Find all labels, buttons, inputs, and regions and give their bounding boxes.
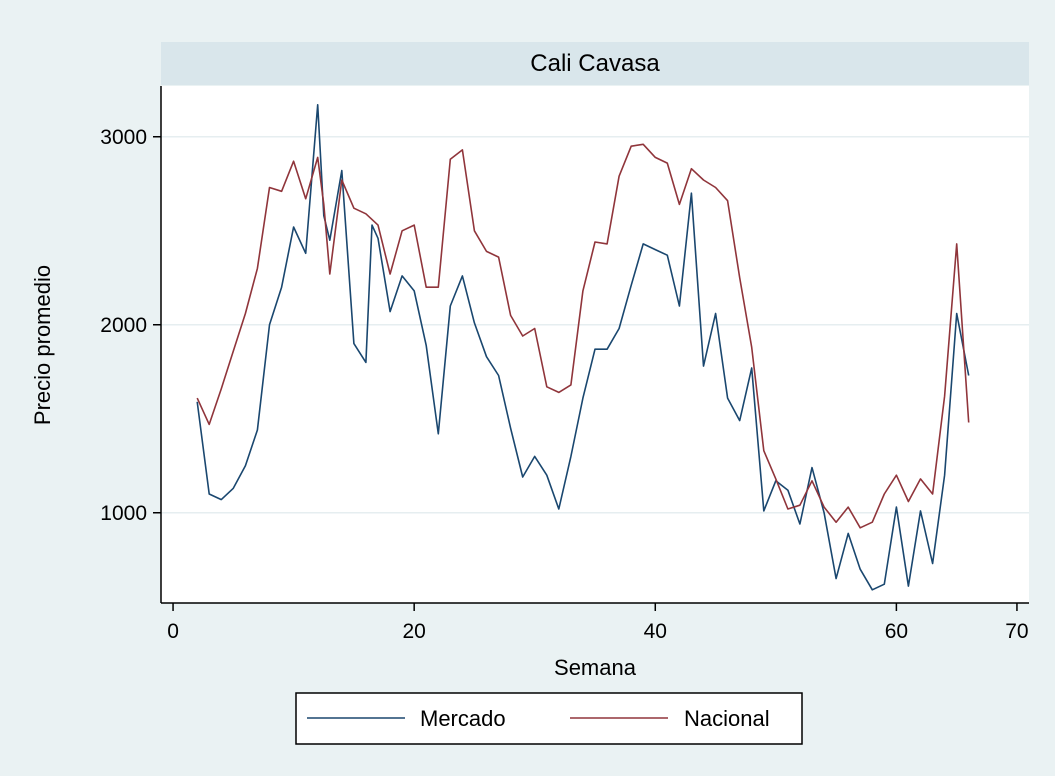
x-tick-label-0: 0 bbox=[167, 620, 179, 643]
y-tick-label-2000: 2000 bbox=[100, 314, 147, 337]
series-lines bbox=[196, 104, 970, 591]
x-tick-label-70: 70 bbox=[1005, 620, 1028, 643]
legend-label-mercado: Mercado bbox=[420, 706, 506, 731]
series-line-nacional bbox=[196, 143, 970, 529]
chart-title: Cali Cavasa bbox=[530, 50, 660, 77]
panel-title-bar bbox=[161, 42, 1029, 85]
x-tick-label-20: 20 bbox=[402, 620, 425, 643]
axis-ticks: 1000 2000 3000 0 20 40 60 70 bbox=[100, 126, 1028, 643]
legend: Mercado Nacional bbox=[295, 692, 803, 745]
plot-area bbox=[161, 86, 1029, 603]
x-tick-label-60: 60 bbox=[885, 620, 908, 643]
y-axis-title: Precio promedio bbox=[30, 265, 55, 425]
x-axis-title: Semana bbox=[554, 655, 637, 680]
legend-label-nacional: Nacional bbox=[684, 706, 770, 731]
x-tick-label-40: 40 bbox=[644, 620, 667, 643]
series-line-mercado bbox=[196, 104, 970, 591]
y-tick-label-3000: 3000 bbox=[100, 126, 147, 149]
grid-lines bbox=[161, 136, 1029, 514]
y-tick-label-1000: 1000 bbox=[100, 502, 147, 525]
